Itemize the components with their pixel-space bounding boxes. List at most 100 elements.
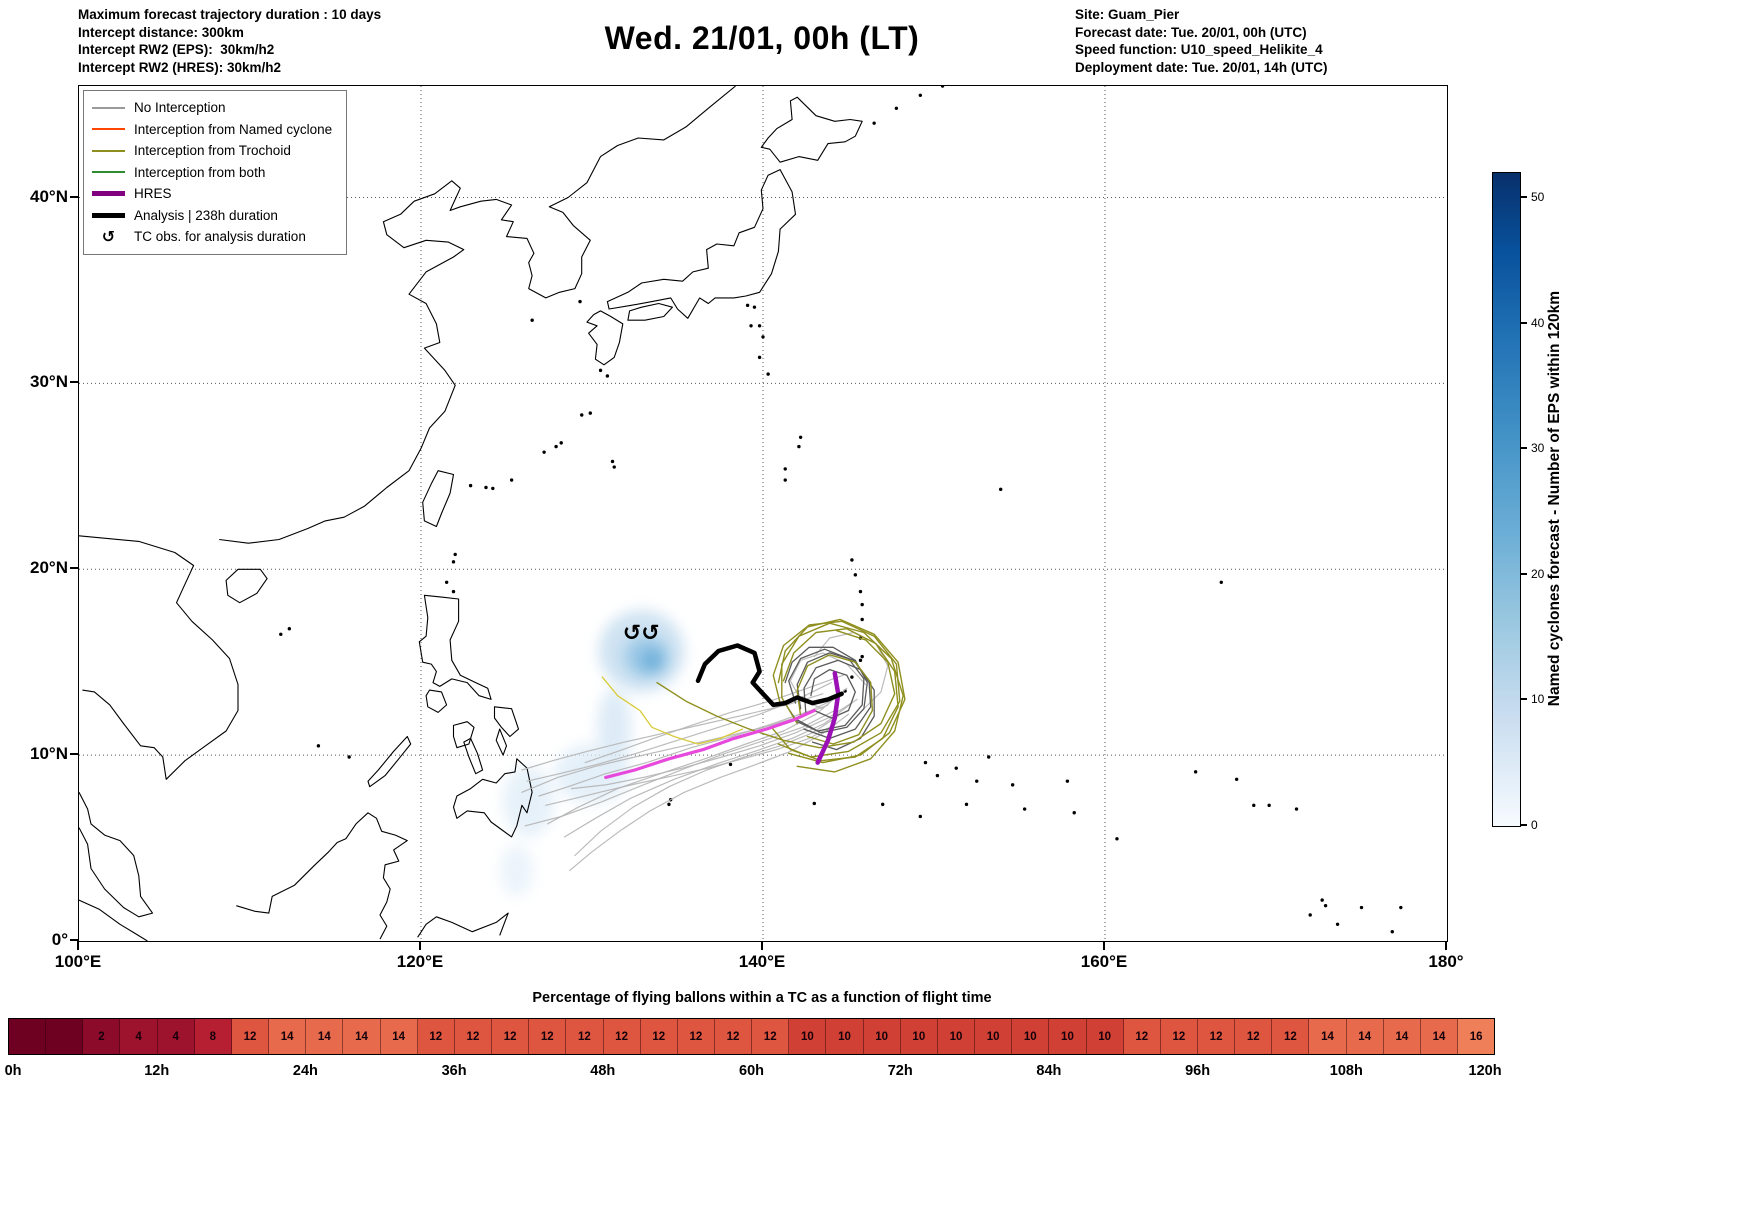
strip-cell: 10 xyxy=(1086,1019,1124,1054)
island-dot xyxy=(858,658,863,663)
strip-axis-label: 12h xyxy=(144,1063,170,1079)
cbar-tick-mark xyxy=(1521,572,1527,575)
island-dot xyxy=(316,744,321,748)
strip-axis-label: 48h xyxy=(590,1063,616,1079)
island-dot xyxy=(1072,811,1076,815)
strip-cell: 10 xyxy=(1049,1019,1087,1054)
trajectory-no-interception xyxy=(570,698,858,790)
island-dot xyxy=(935,773,940,778)
legend-line-swatch xyxy=(92,149,125,152)
x-tick-label: 100°E xyxy=(54,952,102,971)
island-dot xyxy=(860,602,864,607)
island-dot xyxy=(451,560,456,564)
island-dot xyxy=(530,318,534,322)
coastline xyxy=(236,812,408,940)
x-tick-label: 120°E xyxy=(396,952,444,971)
legend-line-swatch xyxy=(92,128,125,131)
island-dot xyxy=(798,435,803,439)
island-dot xyxy=(287,627,292,631)
strip-cell: 8 xyxy=(194,1019,232,1054)
strip-axis-label: 60h xyxy=(739,1063,764,1079)
strip-axis-label: 96h xyxy=(1185,1063,1211,1079)
strip-cell: 14 xyxy=(343,1019,381,1054)
island-dot xyxy=(1022,807,1027,811)
coastline xyxy=(586,310,624,366)
island-dot xyxy=(894,106,899,111)
balloon-strip-axis: 0h 12h 24h 36h 48h 60h 72h 84h 96h 108h 120h xyxy=(4,1061,1502,1083)
island-dot xyxy=(580,413,584,417)
legend-line-swatch xyxy=(92,191,125,197)
legend-line-sample xyxy=(92,171,125,174)
strip-cell: 10 xyxy=(789,1019,827,1054)
strip-cell: 12 xyxy=(640,1019,678,1054)
legend-item-label: No Interception xyxy=(134,100,226,116)
strip-cell: 14 xyxy=(1309,1019,1347,1054)
cbar-tick-mark xyxy=(1521,321,1527,324)
island-dot xyxy=(812,801,816,806)
strip-axis-label: 0h xyxy=(4,1063,22,1079)
trajectory-trochoid xyxy=(772,620,901,758)
legend-item-label: Interception from Named cyclone xyxy=(134,121,333,137)
strip-cell: 14 xyxy=(1346,1019,1384,1054)
strip-axis-label: 72h xyxy=(887,1063,913,1079)
island-dot xyxy=(451,589,456,594)
island-dot xyxy=(757,324,762,328)
legend-item: HRES xyxy=(92,183,332,205)
legend-line-swatch xyxy=(92,106,125,109)
legend-item-label: HRES xyxy=(134,186,172,202)
header-left-line: Maximum forecast trajectory duration : 1… xyxy=(78,7,382,22)
strip-axis-label: 24h xyxy=(292,1063,318,1079)
coastline xyxy=(417,912,509,938)
strip-cell: 10 xyxy=(937,1019,976,1054)
strip-cell: 12 xyxy=(677,1019,715,1054)
strip-cell: 12 xyxy=(1198,1019,1236,1054)
legend-line-sample xyxy=(92,149,125,152)
island-dot xyxy=(1399,905,1403,910)
strip-axis-label: 84h xyxy=(1036,1063,1062,1079)
header-left-line: Intercept RW2 (EPS): 30km/h2 xyxy=(78,42,275,57)
island-dot xyxy=(1294,807,1299,811)
cbar-tick-mark xyxy=(1521,196,1527,199)
cbar-tick-mark xyxy=(1521,698,1527,701)
island-dot xyxy=(1390,930,1394,934)
island-dot xyxy=(1323,903,1328,908)
coastline xyxy=(79,899,148,941)
header-left-line: Intercept RW2 (HRES): 30km/h2 xyxy=(78,59,282,75)
island-dot xyxy=(1193,770,1198,774)
figure-title: Wed. 21/01, 00h (LT) xyxy=(604,20,920,56)
legend-line-sample xyxy=(92,212,125,218)
island-dot xyxy=(858,589,863,594)
cbar-tick-mark xyxy=(1521,824,1527,826)
strip-cell: 12 xyxy=(1235,1019,1273,1054)
island-dot xyxy=(588,411,592,415)
island-dot xyxy=(954,766,958,770)
island-dot xyxy=(850,558,854,562)
cbar-tick-label: 30 xyxy=(1531,441,1545,456)
coastline xyxy=(79,792,154,918)
legend-item: Interception from both xyxy=(92,162,332,184)
x-tick-mark xyxy=(77,941,79,950)
island-dot xyxy=(279,632,283,637)
island-dot xyxy=(1065,779,1070,783)
island-dot xyxy=(598,368,603,373)
legend-item-label: Analysis | 238h duration xyxy=(134,207,278,223)
eps-density-blob xyxy=(499,844,534,897)
island-dot xyxy=(1010,783,1015,787)
cbar-tick-label: 10 xyxy=(1531,692,1545,707)
strip-cell: 14 xyxy=(380,1019,418,1054)
island-dot xyxy=(761,335,765,339)
coastline xyxy=(219,86,736,544)
header-left-info: Maximum forecast trajectory duration : 1… xyxy=(78,6,381,76)
strip-cell: 14 xyxy=(1420,1019,1459,1054)
legend-item-label: Interception from Trochoid xyxy=(134,143,291,159)
island-dot xyxy=(1308,913,1312,917)
strip-axis-label: 36h xyxy=(441,1063,467,1079)
island-dot xyxy=(940,86,945,88)
y-tick-label: 20°N xyxy=(30,558,68,578)
strip-cell: 12 xyxy=(1123,1019,1161,1054)
strip-cell: 12 xyxy=(492,1019,530,1054)
y-tick-mark xyxy=(70,753,79,756)
trajectory-no-interception xyxy=(545,722,838,806)
coastline xyxy=(418,594,492,700)
